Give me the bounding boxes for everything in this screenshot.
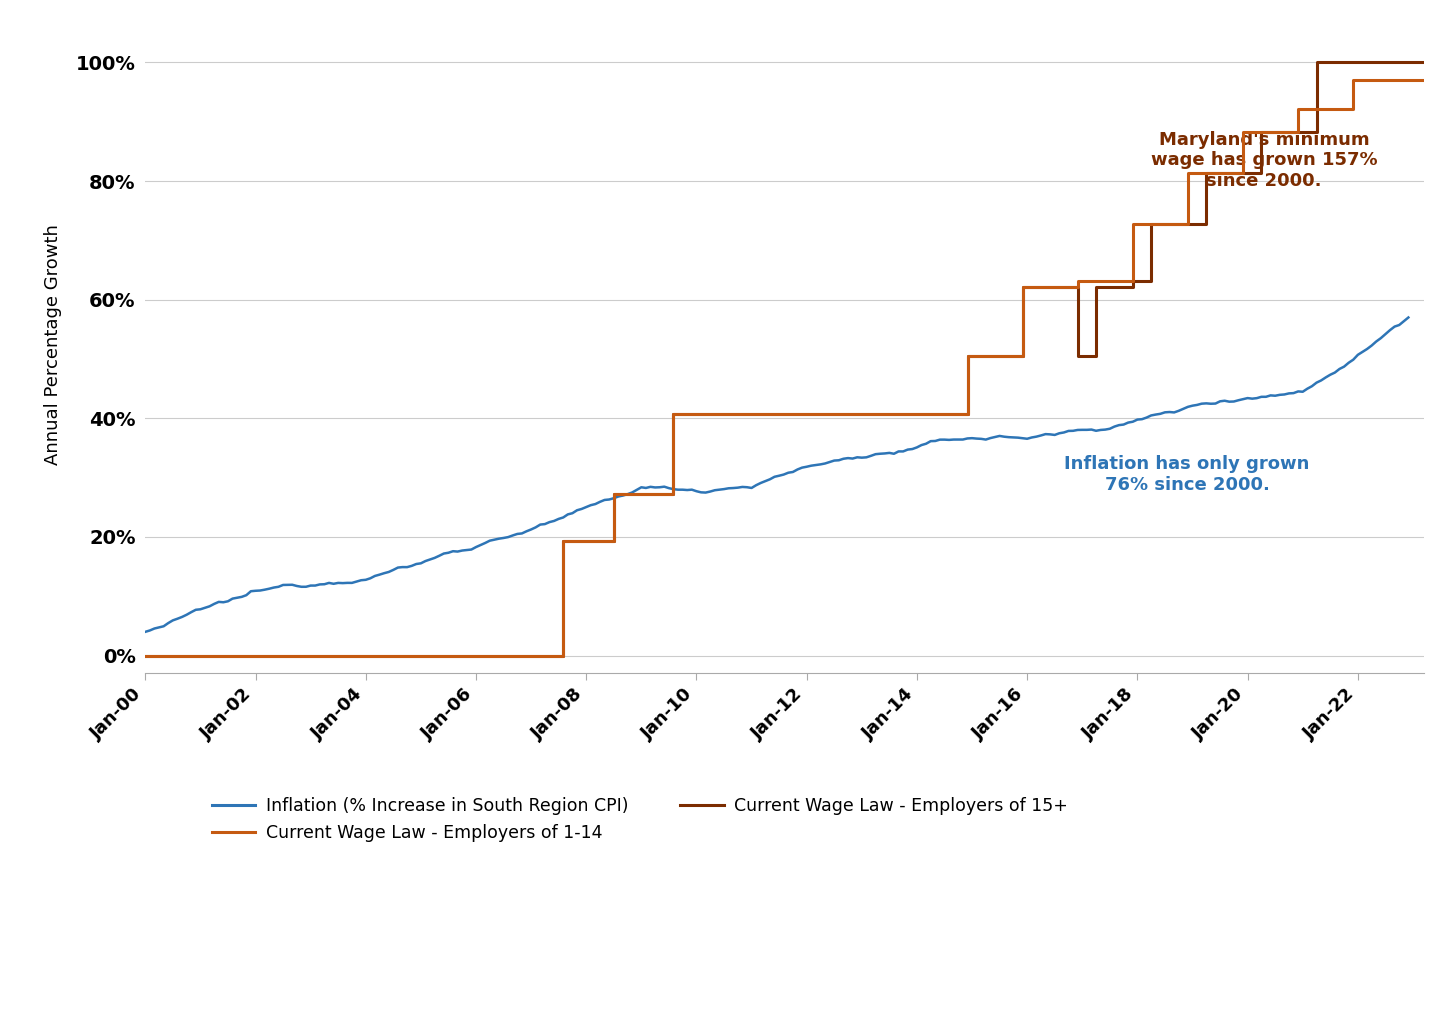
Y-axis label: Annual Percentage Growth: Annual Percentage Growth [43, 224, 62, 464]
Text: Maryland's minimum
wage has grown 157%
since 2000.: Maryland's minimum wage has grown 157% s… [1151, 131, 1377, 190]
Text: Inflation has only grown
76% since 2000.: Inflation has only grown 76% since 2000. [1065, 455, 1309, 494]
Legend: Inflation (% Increase in South Region CPI), Current Wage Law - Employers of 1-14: Inflation (% Increase in South Region CP… [206, 791, 1075, 849]
